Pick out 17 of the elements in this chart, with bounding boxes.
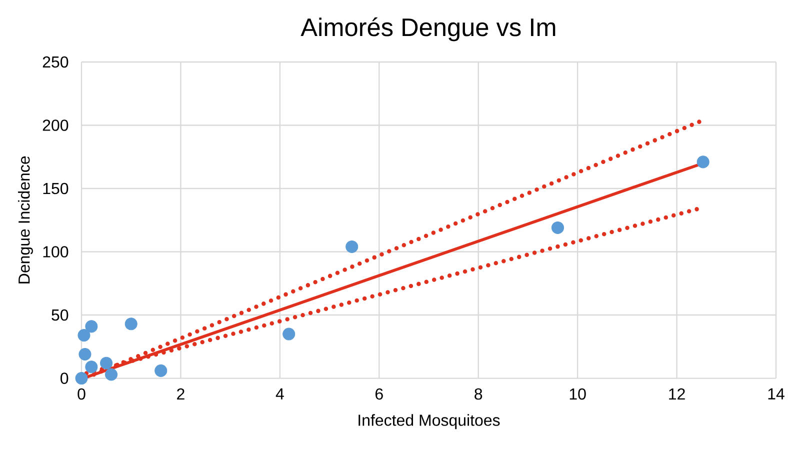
x-tick-label: 14	[768, 388, 784, 400]
y-tick-label: 150	[43, 182, 68, 194]
x-tick-label: 12	[669, 388, 685, 400]
y-tick-label: 100	[43, 246, 68, 258]
x-tick-label: 4	[276, 388, 284, 400]
chart-title: Aimorés Dengue vs Im	[300, 17, 556, 42]
y-tick-label: 0	[60, 372, 68, 384]
y-axis-title: Dengue Incidence	[18, 156, 33, 284]
x-tick-label: 10	[570, 388, 586, 400]
x-tick-label: 6	[376, 388, 383, 400]
x-tick-label: 0	[78, 388, 86, 400]
y-tick-label: 200	[42, 120, 68, 131]
y-tick-label: 250	[42, 56, 68, 68]
x-tick-label: 8	[474, 388, 482, 400]
y-tick-label: 50	[52, 309, 68, 321]
x-axis-title: Infected Mosquitoes	[358, 414, 500, 430]
x-tick-label: 2	[177, 388, 184, 400]
